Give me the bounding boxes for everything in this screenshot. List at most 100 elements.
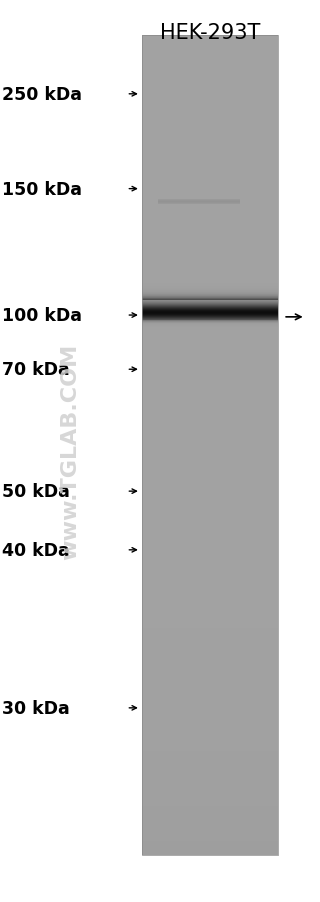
Bar xyxy=(142,429,278,432)
Bar xyxy=(142,143,278,145)
Bar xyxy=(142,768,278,770)
Bar xyxy=(142,563,278,566)
Bar xyxy=(142,612,278,615)
Bar xyxy=(142,576,278,579)
Bar xyxy=(142,405,278,408)
Bar xyxy=(142,366,278,369)
Bar xyxy=(142,408,278,410)
Bar xyxy=(142,121,278,124)
Bar xyxy=(142,743,278,746)
Text: www.TGLAB.COM: www.TGLAB.COM xyxy=(60,343,80,559)
Bar xyxy=(142,598,278,602)
Bar xyxy=(142,658,278,661)
Bar xyxy=(142,800,278,803)
Bar xyxy=(142,227,278,230)
Bar xyxy=(142,517,278,520)
Bar xyxy=(142,686,278,688)
Bar xyxy=(142,268,278,271)
Bar xyxy=(142,260,278,262)
Bar xyxy=(142,797,278,800)
Bar xyxy=(142,397,278,400)
Bar xyxy=(142,377,278,380)
Bar xyxy=(142,315,278,318)
Bar xyxy=(142,159,278,161)
Bar xyxy=(142,63,278,66)
Bar xyxy=(142,566,278,568)
Bar xyxy=(142,198,278,200)
Bar xyxy=(142,358,278,361)
Bar xyxy=(142,271,278,273)
Bar xyxy=(142,724,278,727)
Bar xyxy=(142,754,278,757)
Bar xyxy=(142,475,278,478)
Bar xyxy=(142,533,278,536)
Bar xyxy=(142,727,278,730)
Bar xyxy=(142,299,278,301)
Bar xyxy=(142,39,278,41)
Bar xyxy=(142,273,278,276)
Bar xyxy=(142,284,278,287)
Bar xyxy=(142,770,278,773)
Bar xyxy=(142,741,278,743)
Bar xyxy=(142,443,278,446)
Bar xyxy=(142,640,278,642)
Bar xyxy=(142,241,278,244)
Bar xyxy=(142,650,278,653)
Bar xyxy=(142,382,278,385)
Bar xyxy=(142,825,278,828)
Bar xyxy=(142,126,278,129)
Bar xyxy=(142,549,278,552)
Bar xyxy=(142,626,278,629)
Bar xyxy=(142,129,278,132)
Bar xyxy=(142,246,278,249)
Bar xyxy=(142,492,278,494)
Bar xyxy=(142,301,278,304)
Bar xyxy=(142,164,278,167)
Bar xyxy=(142,672,278,675)
Bar xyxy=(142,735,278,738)
Bar xyxy=(142,156,278,159)
Bar xyxy=(142,353,278,355)
Bar xyxy=(142,574,278,576)
Bar xyxy=(142,304,278,307)
Bar xyxy=(142,320,278,323)
Bar xyxy=(142,328,278,331)
Bar xyxy=(142,481,278,483)
Bar xyxy=(142,347,278,350)
Bar xyxy=(142,494,278,498)
Bar xyxy=(142,688,278,691)
Bar xyxy=(142,432,278,435)
Bar xyxy=(142,789,278,792)
Bar xyxy=(142,244,278,246)
Bar xyxy=(142,36,278,855)
Bar xyxy=(142,584,278,587)
Bar xyxy=(142,595,278,598)
Bar xyxy=(142,369,278,372)
Bar xyxy=(142,99,278,102)
Bar xyxy=(142,41,278,44)
Bar xyxy=(142,719,278,722)
Bar xyxy=(142,137,278,140)
Bar xyxy=(142,708,278,711)
Bar xyxy=(142,214,278,216)
Bar xyxy=(142,55,278,58)
Bar xyxy=(142,79,278,82)
Bar xyxy=(142,486,278,489)
Bar xyxy=(142,36,278,39)
Bar xyxy=(142,323,278,326)
Bar xyxy=(142,831,278,833)
Bar xyxy=(142,703,278,705)
Bar xyxy=(142,175,278,178)
Bar xyxy=(142,751,278,754)
Bar xyxy=(142,85,278,88)
Bar xyxy=(142,781,278,784)
Text: 100 kDa: 100 kDa xyxy=(2,307,82,325)
Bar xyxy=(142,97,278,99)
Bar xyxy=(142,424,278,427)
Bar xyxy=(142,293,278,296)
Bar xyxy=(142,318,278,320)
Bar xyxy=(142,593,278,595)
Bar xyxy=(142,571,278,574)
Bar xyxy=(142,765,278,768)
Bar xyxy=(142,410,278,413)
